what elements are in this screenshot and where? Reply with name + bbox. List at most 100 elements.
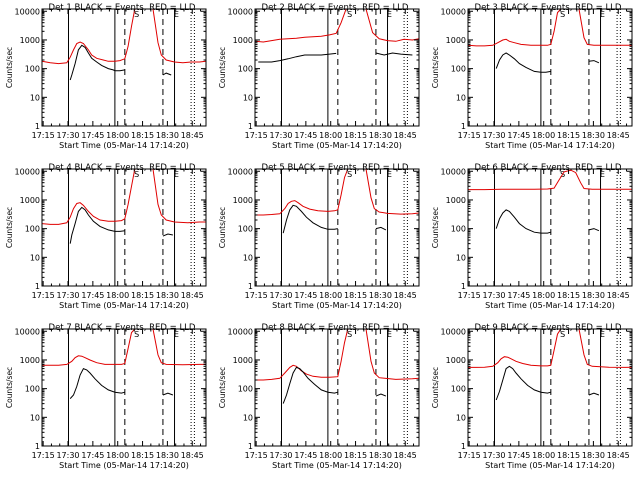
y-axis-label: Counts/sec bbox=[431, 367, 440, 408]
panel-title: Det 2 BLACK = Events, RED = LLD bbox=[262, 3, 409, 13]
events-series-line bbox=[69, 206, 173, 244]
x-tick-label: 18:15 bbox=[344, 451, 367, 460]
y-axis-label: Counts/sec bbox=[431, 207, 440, 248]
events-series-line bbox=[258, 52, 413, 63]
plot-frame bbox=[254, 168, 420, 287]
marker-letter: E bbox=[600, 170, 605, 179]
x-tick-label: 17:45 bbox=[81, 131, 104, 140]
x-tick-label: 17:30 bbox=[482, 291, 505, 300]
y-axis-label: Counts/sec bbox=[5, 47, 14, 88]
x-tick-label: 18:30 bbox=[156, 131, 179, 140]
lld-series-line bbox=[255, 329, 419, 381]
x-tick-label: 18:15 bbox=[557, 131, 580, 140]
x-tick-label: 18:15 bbox=[131, 451, 154, 460]
x-tick-label: 18:00 bbox=[319, 291, 342, 300]
y-axis-label: Counts/sec bbox=[431, 47, 440, 88]
y-axis-label: Counts/sec bbox=[218, 367, 227, 408]
x-tick-label: 18:30 bbox=[369, 291, 392, 300]
marker-letter: S bbox=[134, 10, 139, 19]
x-tick-label: 18:15 bbox=[344, 131, 367, 140]
plot-frame bbox=[254, 8, 420, 127]
x-tick-label: 18:15 bbox=[557, 451, 580, 460]
x-tick-label: 18:45 bbox=[181, 451, 204, 460]
x-tick-label: 18:30 bbox=[369, 131, 392, 140]
x-tick-label: 17:15 bbox=[458, 451, 481, 460]
y-tick-label: 10000 bbox=[15, 327, 40, 336]
x-axis-label: Start Time (05-Mar-14 17:14:20) bbox=[59, 301, 189, 310]
x-tick-label: 18:30 bbox=[156, 291, 179, 300]
lld-series-line bbox=[42, 329, 206, 366]
x-tick-label: 18:00 bbox=[106, 451, 129, 460]
y-tick-label: 1 bbox=[461, 282, 466, 291]
events-series-line bbox=[495, 365, 600, 401]
x-tick-label: 18:45 bbox=[607, 451, 630, 460]
y-tick-label: 10000 bbox=[228, 327, 253, 336]
y-tick-label: 1000 bbox=[446, 36, 466, 45]
x-tick-label: 17:30 bbox=[482, 131, 505, 140]
x-tick-label: 17:45 bbox=[81, 291, 104, 300]
marker-letter: S bbox=[560, 10, 565, 19]
y-tick-label: 10 bbox=[30, 253, 40, 262]
x-tick-label: 17:30 bbox=[56, 451, 79, 460]
x-tick-label: 17:45 bbox=[294, 131, 317, 140]
panel-title: Det 4 BLACK = Events, RED = LLD bbox=[49, 163, 196, 173]
x-tick-label: 17:30 bbox=[269, 451, 292, 460]
x-tick-label: 18:30 bbox=[369, 451, 392, 460]
x-tick-label: 17:15 bbox=[32, 291, 55, 300]
x-tick-label: 18:15 bbox=[131, 291, 154, 300]
y-tick-label: 1 bbox=[248, 122, 253, 131]
lld-series-line bbox=[255, 9, 419, 43]
y-tick-label: 1 bbox=[248, 442, 253, 451]
x-axis-label: Start Time (05-Mar-14 17:14:20) bbox=[272, 301, 402, 310]
x-tick-label: 17:45 bbox=[507, 291, 530, 300]
plot-frame bbox=[41, 8, 207, 127]
marker-letter: E bbox=[387, 10, 392, 19]
panel-title: Det 6 BLACK = Events, RED = LLD bbox=[475, 163, 622, 173]
marker-letter: E bbox=[600, 10, 605, 19]
y-tick-label: 100 bbox=[25, 225, 40, 234]
x-axis-label: Start Time (05-Mar-14 17:14:20) bbox=[59, 461, 189, 470]
x-tick-label: 18:30 bbox=[582, 131, 605, 140]
y-tick-label: 100 bbox=[238, 65, 253, 74]
y-axis-label: Counts/sec bbox=[5, 367, 14, 408]
y-axis-label: Counts/sec bbox=[218, 47, 227, 88]
panel-title: Det 1 BLACK = Events, RED = LLD bbox=[49, 3, 196, 13]
x-tick-label: 17:15 bbox=[245, 131, 268, 140]
y-tick-label: 10 bbox=[243, 413, 253, 422]
y-tick-label: 1000 bbox=[233, 196, 253, 205]
x-tick-label: 17:15 bbox=[245, 291, 268, 300]
x-tick-label: 18:00 bbox=[532, 451, 555, 460]
x-axis-label: Start Time (05-Mar-14 17:14:20) bbox=[272, 461, 402, 470]
x-axis-label: Start Time (05-Mar-14 17:14:20) bbox=[485, 301, 615, 310]
plot-frame bbox=[467, 328, 633, 447]
x-tick-label: 18:30 bbox=[156, 451, 179, 460]
x-tick-label: 18:45 bbox=[394, 291, 417, 300]
marker-letter: E bbox=[174, 330, 179, 339]
y-tick-label: 100 bbox=[451, 385, 466, 394]
events-series-line bbox=[495, 209, 600, 234]
x-tick-label: 18:30 bbox=[582, 451, 605, 460]
y-tick-label: 10 bbox=[30, 93, 40, 102]
y-tick-label: 1000 bbox=[446, 356, 466, 365]
y-axis-label: Counts/sec bbox=[218, 207, 227, 248]
x-tick-label: 18:45 bbox=[181, 291, 204, 300]
x-tick-label: 17:45 bbox=[507, 451, 530, 460]
x-tick-label: 17:45 bbox=[81, 451, 104, 460]
x-tick-label: 18:00 bbox=[532, 291, 555, 300]
panel-title: Det 9 BLACK = Events, RED = LLD bbox=[475, 323, 622, 333]
panel-title: Det 7 BLACK = Events, RED = LLD bbox=[49, 323, 196, 333]
events-series-line bbox=[282, 204, 387, 234]
lld-series-line bbox=[468, 9, 632, 47]
x-tick-label: 17:45 bbox=[294, 451, 317, 460]
x-tick-label: 17:15 bbox=[245, 451, 268, 460]
y-tick-label: 1 bbox=[461, 122, 466, 131]
y-tick-label: 100 bbox=[451, 65, 466, 74]
